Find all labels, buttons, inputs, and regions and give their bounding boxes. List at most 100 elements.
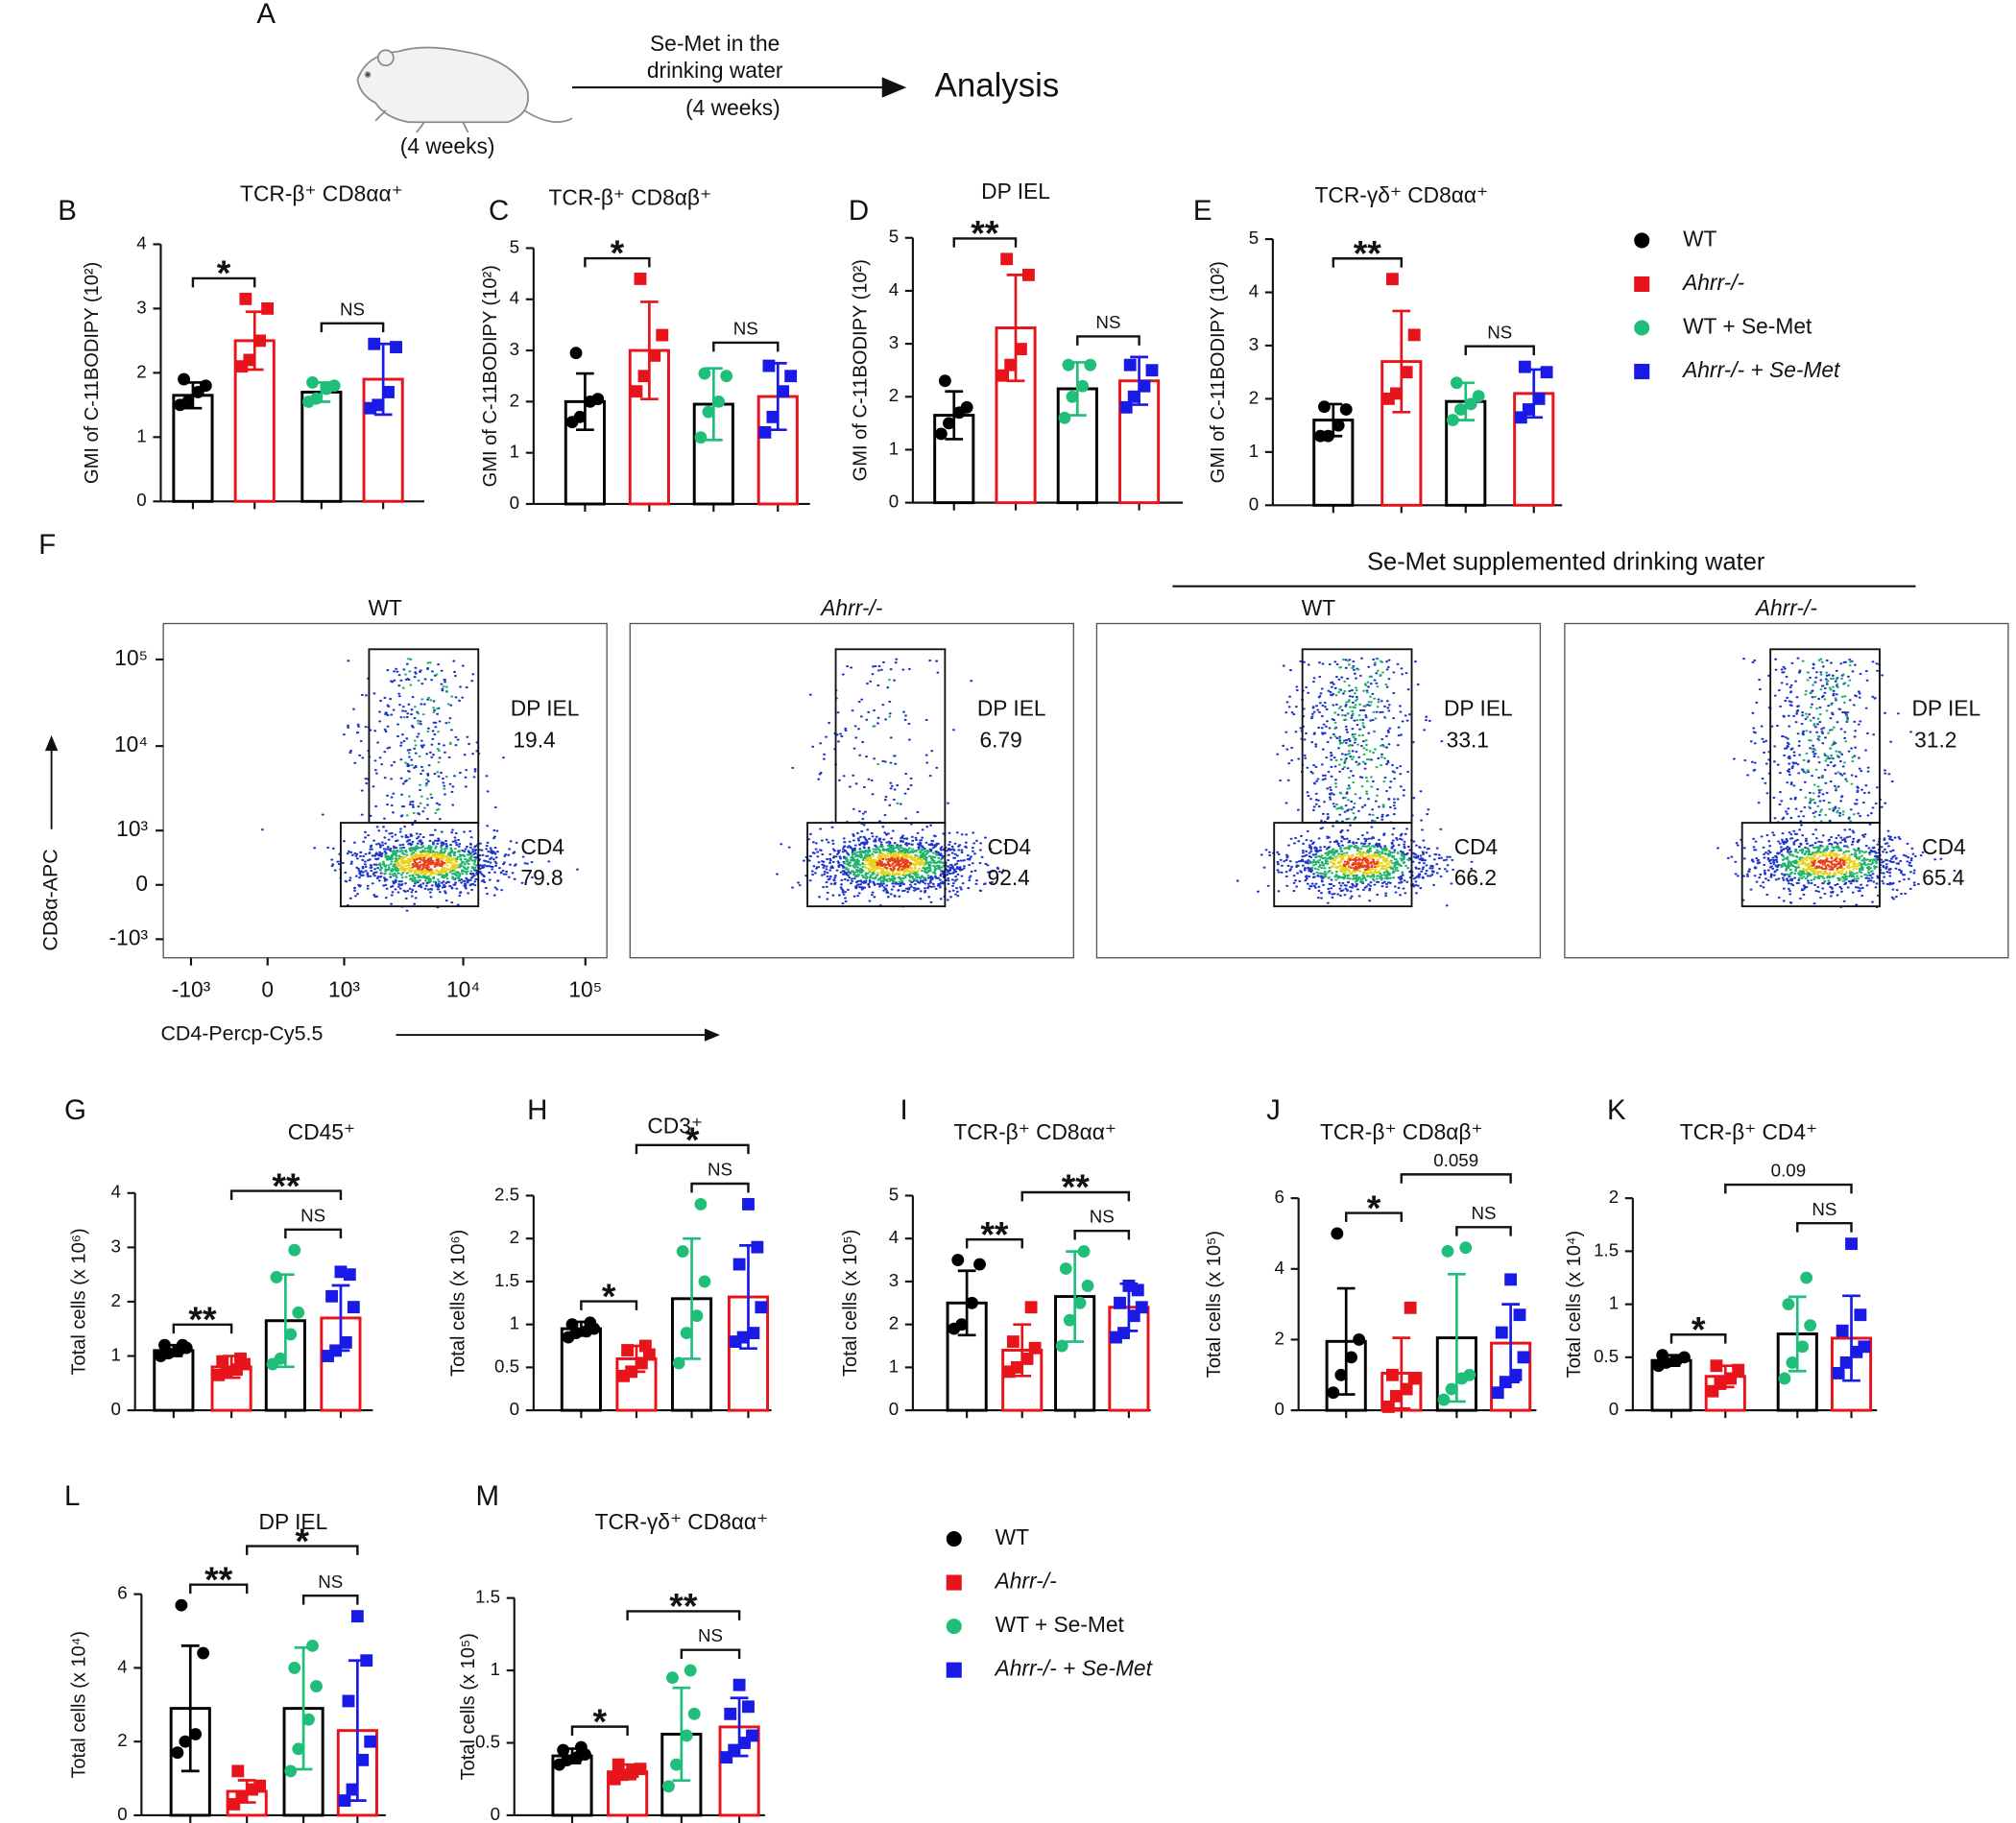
y-tick-label: 10⁴ xyxy=(114,732,148,756)
significance-label: * xyxy=(1367,1187,1381,1228)
data-point xyxy=(342,1694,355,1708)
y-tick-label: 1 xyxy=(111,1344,121,1364)
data-point xyxy=(672,1356,685,1370)
gate-value: 19.4 xyxy=(513,728,555,753)
legend-label: WT xyxy=(1683,226,1716,251)
data-point xyxy=(1446,414,1459,427)
data-point xyxy=(1522,403,1535,416)
significance-label: NS xyxy=(340,299,365,319)
significance-bracket xyxy=(320,322,385,333)
data-point xyxy=(746,1729,758,1742)
chart-title: TCR-β⁺ CD8αβ⁺ xyxy=(549,185,712,210)
y-tick-label: 2.5 xyxy=(494,1184,519,1204)
data-point xyxy=(1327,1386,1340,1400)
significance-label: NS xyxy=(1812,1199,1836,1219)
data-point xyxy=(310,392,323,405)
data-point xyxy=(1381,1401,1395,1413)
gate-value: 92.4 xyxy=(988,865,1030,890)
data-point xyxy=(239,292,252,305)
y-tick-label: 0 xyxy=(889,1399,899,1419)
event-dots xyxy=(1236,657,1476,907)
data-point xyxy=(189,1728,203,1740)
gate-name: DP IEL xyxy=(977,695,1046,720)
data-point xyxy=(1135,1301,1148,1314)
data-point xyxy=(1077,1245,1091,1259)
data-point xyxy=(612,1758,625,1771)
data-point xyxy=(666,1671,679,1685)
y-axis-label: GMI of C-11BODIPY (10²) xyxy=(851,259,872,481)
y-tick-label: 3 xyxy=(1249,334,1259,354)
data-point xyxy=(698,1275,711,1288)
gate xyxy=(1740,822,1881,908)
data-point xyxy=(638,1339,652,1353)
y-tick-label: 2 xyxy=(510,1227,519,1247)
data-point xyxy=(1517,1351,1530,1364)
significance-label: * xyxy=(593,1701,608,1741)
data-point xyxy=(288,1243,301,1257)
significance-bracket xyxy=(1345,1211,1404,1222)
data-point xyxy=(178,372,190,386)
data-point xyxy=(1858,1340,1871,1354)
panel-letter: G xyxy=(64,1094,86,1126)
gate-value: 31.2 xyxy=(1914,728,1956,753)
data-point xyxy=(1710,1359,1723,1373)
data-point xyxy=(1400,1382,1413,1396)
significance-label: NS xyxy=(733,319,758,339)
data-point xyxy=(1145,364,1159,377)
data-point xyxy=(1024,1301,1038,1314)
data-point xyxy=(1540,366,1553,379)
data-point xyxy=(1138,379,1151,393)
event-dots xyxy=(1797,852,1860,876)
bar xyxy=(1108,1306,1150,1412)
legend-marker xyxy=(946,1530,962,1547)
data-point xyxy=(1459,1241,1473,1255)
data-point xyxy=(1499,1376,1512,1389)
y-tick-label: 1.5 xyxy=(494,1270,519,1290)
flow-header: Se-Met supplemented drinking water xyxy=(1367,548,1765,575)
y-tick-label: 6 xyxy=(117,1583,127,1603)
data-point xyxy=(1845,1237,1858,1251)
chart-title: DP IEL xyxy=(259,1509,328,1534)
y-axis-label: Total cells (x 10⁵) xyxy=(1204,1231,1225,1378)
data-point xyxy=(973,1258,986,1271)
y-tick-label: 2 xyxy=(510,390,519,410)
significance-bracket xyxy=(626,1610,741,1620)
data-point xyxy=(684,1664,697,1677)
data-point xyxy=(960,400,973,414)
y-tick-label: 1 xyxy=(1609,1293,1619,1313)
data-point xyxy=(728,1743,741,1757)
data-point xyxy=(368,337,381,350)
data-point xyxy=(1010,1360,1023,1374)
data-point xyxy=(1504,1273,1518,1286)
data-point xyxy=(732,1258,746,1271)
data-point xyxy=(1407,1372,1421,1385)
y-tick-label: 2 xyxy=(889,1313,899,1333)
panel-letter: C xyxy=(489,195,509,227)
data-point xyxy=(755,1301,768,1314)
data-point xyxy=(784,370,798,383)
significance-label: 0.059 xyxy=(1433,1150,1478,1170)
data-point xyxy=(966,1296,978,1309)
error-bar xyxy=(683,1236,701,1360)
data-point xyxy=(346,1783,359,1796)
legend-marker xyxy=(946,1662,962,1678)
data-point xyxy=(1732,1363,1745,1377)
event-dots xyxy=(260,660,579,912)
data-point xyxy=(712,395,726,408)
legend-marker xyxy=(1634,276,1650,293)
data-point xyxy=(284,1764,298,1778)
legend-marker xyxy=(1634,363,1650,380)
data-point xyxy=(736,1331,750,1344)
data-point xyxy=(1463,1368,1476,1381)
significance-bracket xyxy=(635,1143,750,1155)
significance-bracket xyxy=(580,1300,638,1310)
data-point xyxy=(171,1746,184,1760)
panel-letter: H xyxy=(527,1094,547,1126)
gate-name: CD4 xyxy=(988,834,1032,859)
gate xyxy=(340,822,480,908)
legend-marker xyxy=(946,1619,962,1635)
data-point xyxy=(625,1365,638,1379)
data-point xyxy=(777,385,790,398)
data-point xyxy=(284,1328,298,1341)
significance-bracket xyxy=(1073,1229,1131,1240)
